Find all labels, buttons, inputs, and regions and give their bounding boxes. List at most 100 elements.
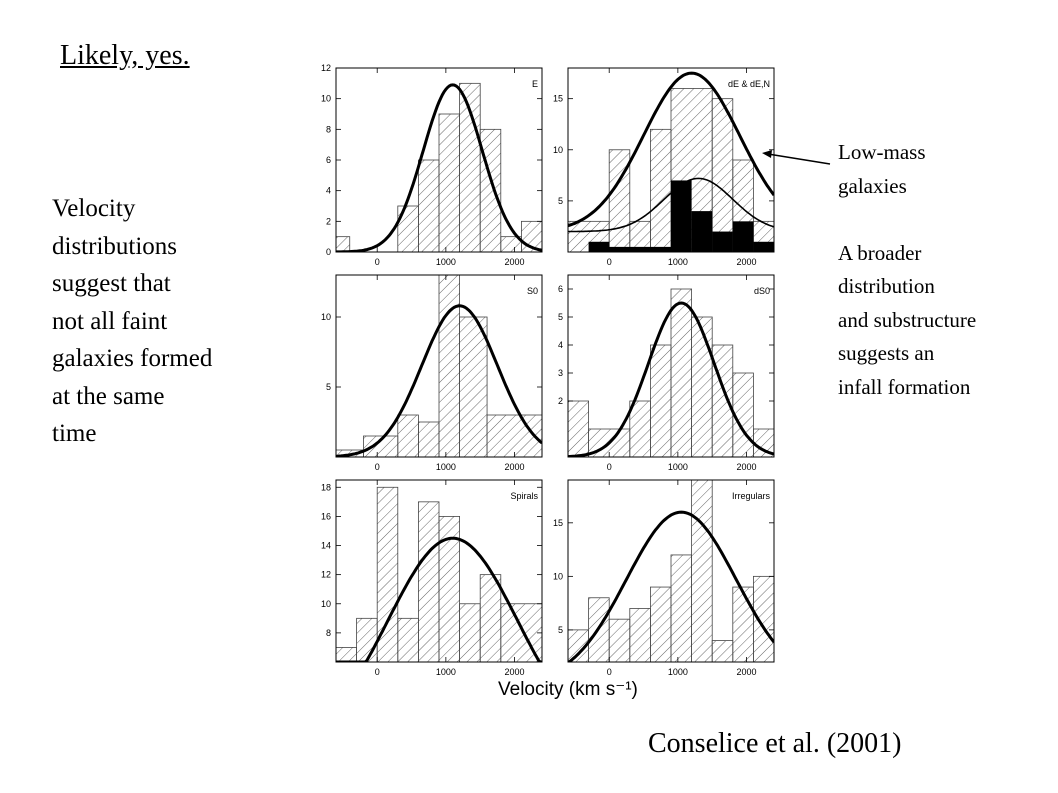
caption-line: Velocity xyxy=(52,195,136,222)
histogram-bar xyxy=(397,617,419,663)
histogram-bar xyxy=(629,608,651,663)
y-tick-label: 12 xyxy=(321,63,331,73)
histogram-bar xyxy=(567,400,590,458)
histogram-bar xyxy=(629,400,651,458)
panel-label: S0 xyxy=(527,286,538,296)
y-tick-label: 8 xyxy=(326,124,331,134)
x-tick-label: 2000 xyxy=(505,667,525,677)
x-tick-label: 1000 xyxy=(436,667,456,677)
histogram-bar xyxy=(479,574,502,663)
histogram-bar xyxy=(417,159,440,253)
histogram-bar xyxy=(417,501,440,663)
y-tick-label: 5 xyxy=(558,312,563,322)
histogram-bar xyxy=(459,316,488,458)
x-tick-label: 1000 xyxy=(668,257,688,267)
histogram-bar xyxy=(691,316,713,458)
note-line: Low-mass xyxy=(838,140,926,164)
panel-frame xyxy=(567,274,775,458)
panel-label: dS0 xyxy=(754,286,770,296)
histogram-bar xyxy=(711,640,734,663)
histogram-bar xyxy=(335,647,358,663)
caption-line: galaxies formed xyxy=(52,345,213,372)
x-tick-label: 0 xyxy=(375,667,380,677)
note-line: infall formation xyxy=(838,374,971,399)
caption-line: suggest that xyxy=(52,270,171,297)
annotation-arrowhead xyxy=(762,150,772,158)
x-tick-label: 0 xyxy=(607,257,612,267)
y-tick-label: 4 xyxy=(326,186,331,196)
annotation-arrow xyxy=(767,153,831,165)
note-line: distribution xyxy=(838,274,935,298)
x-tick-label: 1000 xyxy=(436,462,456,472)
slide-title: Likely, yes. xyxy=(60,40,190,71)
histogram-bar xyxy=(417,421,440,458)
y-tick-label: 5 xyxy=(558,196,563,206)
gaussian-fit-curve xyxy=(336,83,542,252)
histogram-bar xyxy=(335,236,351,253)
panel-frame xyxy=(567,479,775,663)
y-tick-label: 15 xyxy=(553,518,563,528)
panel-frame xyxy=(335,479,543,663)
y-tick-label: 6 xyxy=(558,284,563,294)
histogram-bar xyxy=(650,344,672,458)
y-tick-label: 2 xyxy=(558,396,563,406)
x-tick-label: 2000 xyxy=(737,667,757,677)
histogram-bar xyxy=(650,586,672,663)
substructure-bar xyxy=(691,211,713,252)
note-line: galaxies xyxy=(838,173,907,198)
substructure-bar xyxy=(609,246,671,252)
y-tick-label: 5 xyxy=(326,382,331,392)
x-tick-label: 2000 xyxy=(737,257,757,267)
gaussian-fit-curve xyxy=(336,304,542,457)
caption-line: distributions xyxy=(52,232,178,260)
gaussian-fit-curve xyxy=(336,536,542,662)
panel-frame xyxy=(567,67,775,253)
gaussian-fit-curve xyxy=(568,301,774,457)
substructure-fit-curve xyxy=(568,177,774,233)
histogram-bar xyxy=(608,618,631,663)
histogram-bar xyxy=(438,274,461,458)
x-tick-label: 0 xyxy=(607,462,612,472)
x-tick-label: 0 xyxy=(375,462,380,472)
citation: Conselice et al. (2001) xyxy=(648,728,902,759)
y-tick-label: 10 xyxy=(321,312,331,322)
histogram-bar xyxy=(691,479,713,663)
x-tick-label: 0 xyxy=(607,667,612,677)
y-tick-label: 0 xyxy=(326,247,331,257)
histogram-bar xyxy=(438,113,461,253)
gaussian-fit-curve xyxy=(568,510,774,662)
histogram-bar xyxy=(732,586,754,663)
histogram-bar xyxy=(356,617,378,663)
panel-frame xyxy=(335,274,543,458)
x-tick-label: 2000 xyxy=(505,257,525,267)
note-line: A broader xyxy=(838,240,922,265)
substructure-bar xyxy=(732,221,754,252)
x-tick-label: 2000 xyxy=(737,462,757,472)
histogram-bar xyxy=(650,128,672,253)
x-tick-label: 1000 xyxy=(668,667,688,677)
y-tick-label: 10 xyxy=(321,599,331,609)
panel-label: E xyxy=(532,79,538,89)
substructure-bar xyxy=(588,241,610,252)
x-tick-label: 1000 xyxy=(668,462,688,472)
y-tick-label: 8 xyxy=(326,628,331,638)
histogram-bar xyxy=(479,128,502,253)
note-line: suggests an xyxy=(838,341,935,365)
substructure-bar xyxy=(712,231,733,252)
histogram-bar xyxy=(711,98,734,253)
histogram-bar xyxy=(459,603,481,663)
y-tick-label: 10 xyxy=(321,94,331,104)
y-tick-label: 2 xyxy=(326,216,331,226)
substructure-bar xyxy=(753,241,774,252)
caption-line: time xyxy=(52,420,97,447)
x-tick-label: 0 xyxy=(375,257,380,267)
histogram-bar xyxy=(670,288,693,458)
x-tick-label: 1000 xyxy=(436,257,456,267)
x-axis-label: Velocity (km s⁻¹) xyxy=(498,679,638,700)
y-tick-label: 4 xyxy=(558,340,563,350)
histogram-bar xyxy=(670,554,693,663)
caption-line: at the same xyxy=(52,382,165,410)
y-tick-label: 6 xyxy=(326,155,331,165)
x-tick-label: 2000 xyxy=(505,462,525,472)
